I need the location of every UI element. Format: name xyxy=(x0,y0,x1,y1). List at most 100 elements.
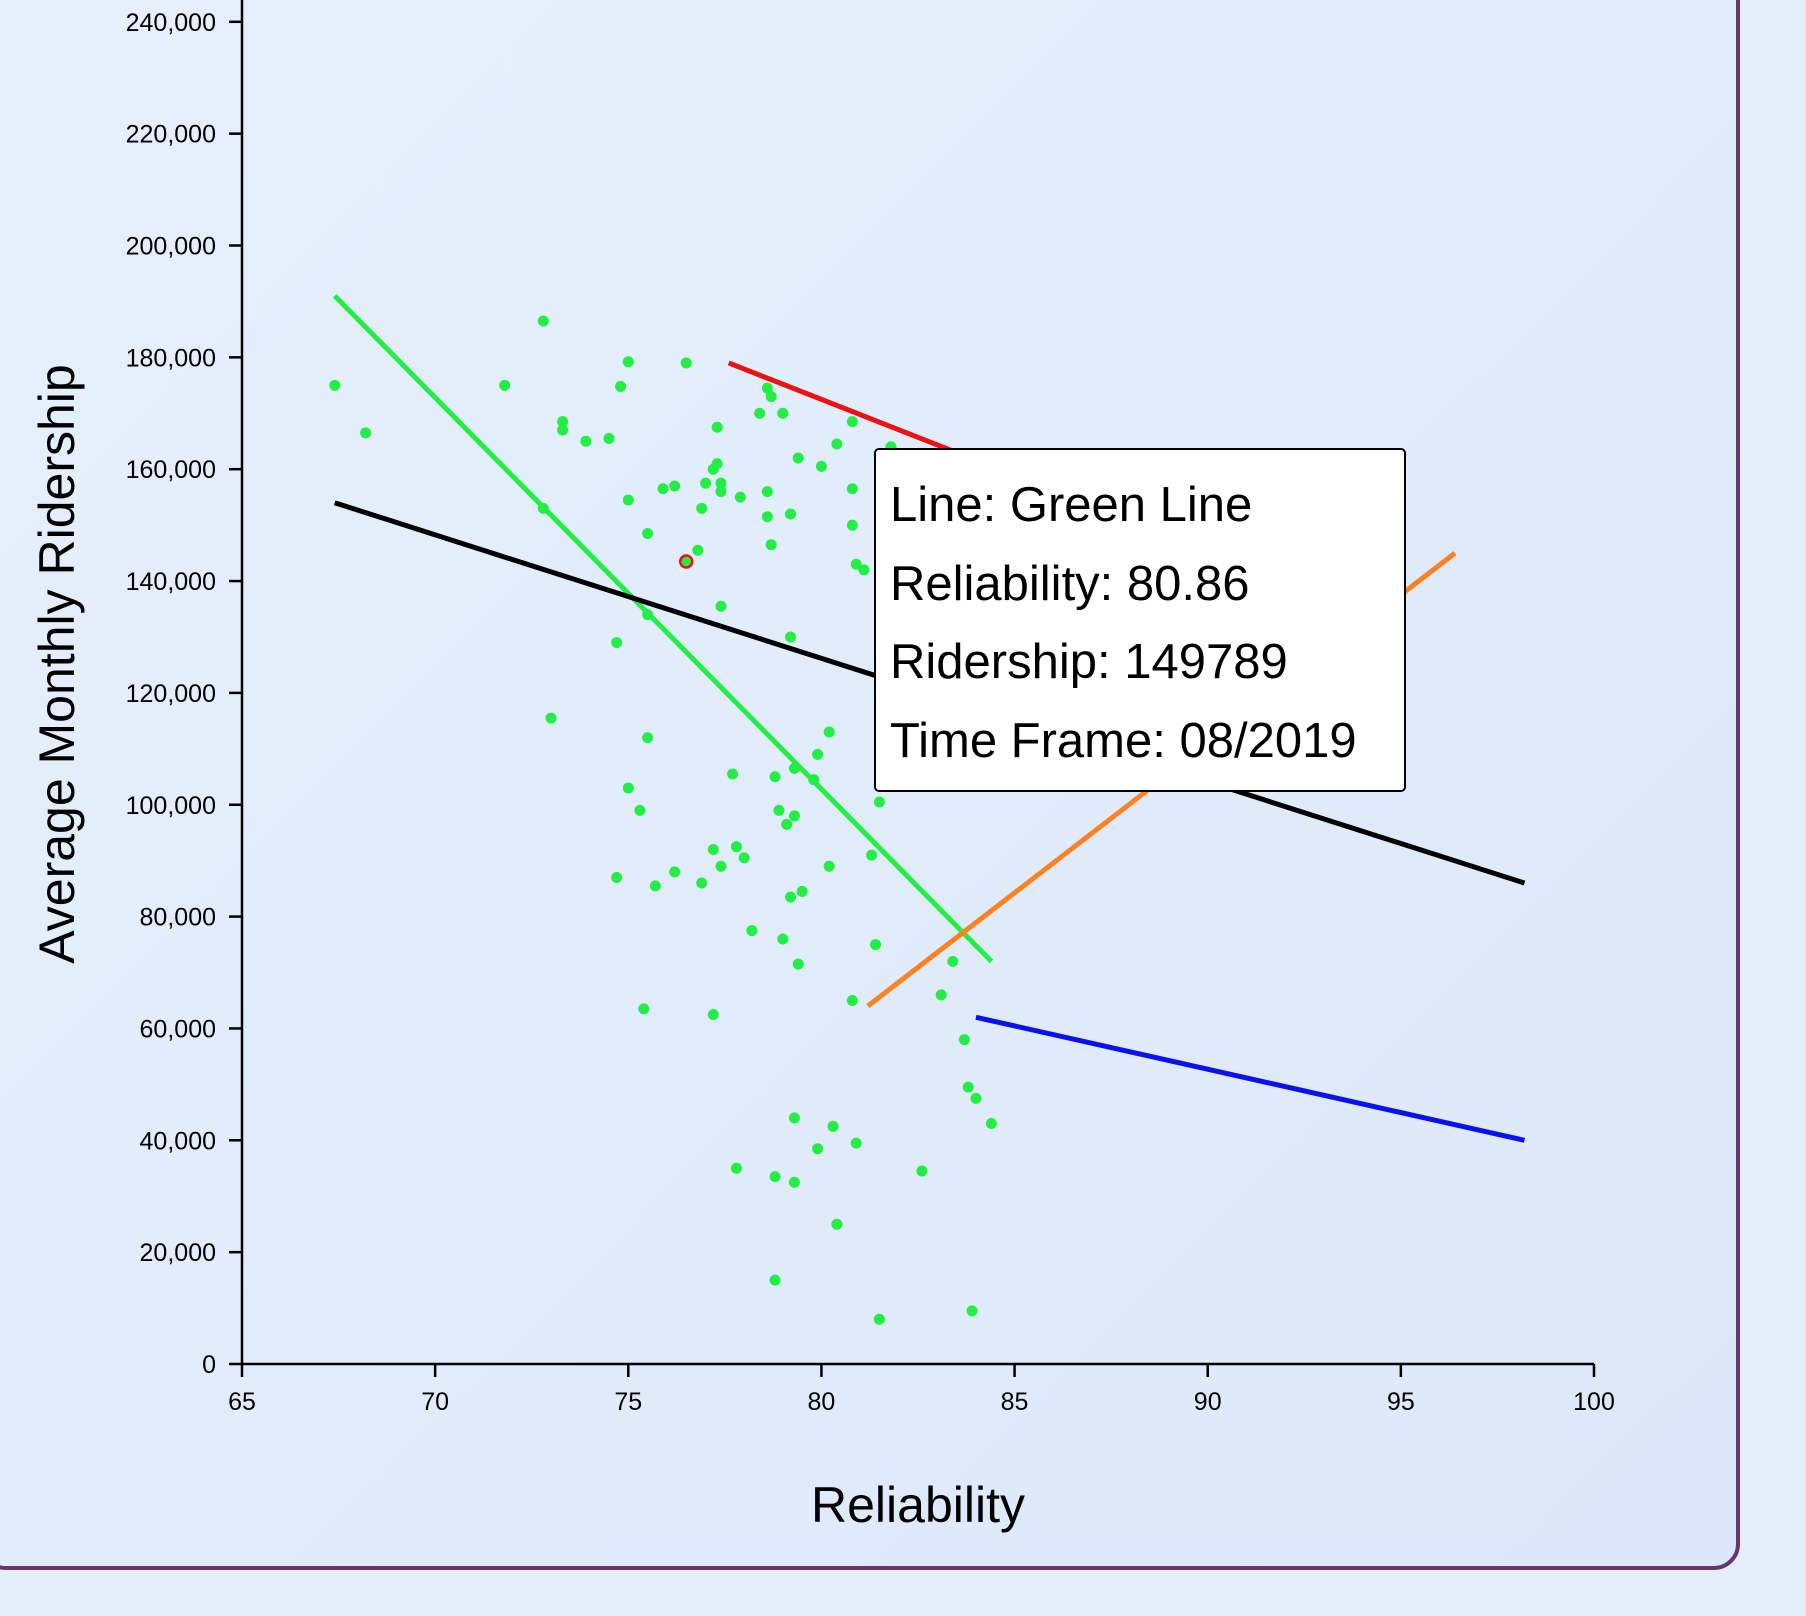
y-tick-label: 160,000 xyxy=(126,456,216,484)
data-point xyxy=(696,877,708,889)
tooltip-time-frame: Time Frame: 08/2019 xyxy=(890,713,1357,768)
data-point xyxy=(788,1176,800,1188)
data-point xyxy=(827,1120,839,1132)
data-point xyxy=(545,712,557,724)
data-point xyxy=(823,860,835,872)
data-point xyxy=(765,390,777,402)
data-point xyxy=(846,483,858,495)
data-point xyxy=(727,768,739,780)
tooltip-reliability: Reliability: 80.86 xyxy=(890,556,1250,611)
data-point xyxy=(947,955,959,967)
data-point xyxy=(537,502,549,514)
x-tick-label: 90 xyxy=(1194,1388,1222,1416)
data-point xyxy=(812,748,824,760)
data-point xyxy=(815,460,827,472)
tooltip-line: Line: Green Line xyxy=(890,478,1253,532)
data-point xyxy=(360,427,372,439)
data-point xyxy=(329,379,341,391)
trend-line xyxy=(975,1014,1526,1143)
data-point xyxy=(796,885,808,897)
data-point xyxy=(846,994,858,1006)
data-point xyxy=(850,1137,862,1149)
data-point xyxy=(769,771,781,783)
data-point xyxy=(765,539,777,551)
data-point xyxy=(707,1008,719,1020)
data-point xyxy=(696,502,708,514)
x-tick-label: 75 xyxy=(614,1388,642,1416)
data-point xyxy=(707,843,719,855)
data-point xyxy=(785,508,797,520)
data-point xyxy=(785,891,797,903)
data-point xyxy=(935,989,947,1001)
data-point xyxy=(769,1171,781,1183)
data-point xyxy=(537,315,549,327)
data-point xyxy=(831,438,843,450)
data-point xyxy=(711,421,723,433)
data-point xyxy=(603,432,615,444)
data-point xyxy=(812,1143,824,1155)
data-point xyxy=(966,1305,978,1317)
data-point xyxy=(557,416,569,428)
data-point xyxy=(788,1112,800,1124)
data-point xyxy=(730,1162,742,1174)
x-tick-label: 85 xyxy=(1001,1388,1029,1416)
y-tick-label: 20,000 xyxy=(140,1239,216,1267)
data-point xyxy=(788,810,800,822)
data-point xyxy=(700,477,712,489)
data-point xyxy=(769,1274,781,1286)
data-point xyxy=(962,1081,974,1093)
data-point xyxy=(754,407,766,419)
x-tick-label: 65 xyxy=(228,1388,256,1416)
data-point xyxy=(738,852,750,864)
data-point xyxy=(831,1218,843,1230)
data-point xyxy=(642,528,654,540)
data-point xyxy=(846,416,858,428)
data-point xyxy=(870,939,882,951)
data-point xyxy=(622,356,634,368)
data-point xyxy=(773,804,785,816)
data-point xyxy=(761,382,773,394)
y-tick-label: 180,000 xyxy=(126,344,216,372)
data-point xyxy=(970,1092,982,1104)
data-point xyxy=(715,486,727,498)
data-point xyxy=(873,1313,885,1325)
data-point xyxy=(761,511,773,523)
data-point xyxy=(777,933,789,945)
data-point xyxy=(499,379,511,391)
highlighted-data-point xyxy=(678,554,694,569)
x-tick-label: 70 xyxy=(421,1388,449,1416)
data-point xyxy=(669,480,681,492)
data-point xyxy=(792,958,804,970)
trend-line xyxy=(332,294,994,964)
y-tick-label: 220,000 xyxy=(126,121,216,149)
data-point xyxy=(916,1165,928,1177)
y-axis-title: Average Monthly Ridership xyxy=(29,364,85,963)
data-point xyxy=(638,1003,650,1015)
data-point xyxy=(711,458,723,470)
data-point xyxy=(642,609,654,621)
data-point xyxy=(734,491,746,503)
data-point xyxy=(761,486,773,498)
data-point xyxy=(611,637,623,649)
data-point xyxy=(858,564,870,576)
data-point xyxy=(792,452,804,464)
x-tick-label: 95 xyxy=(1387,1388,1415,1416)
y-tick-label: 140,000 xyxy=(126,568,216,596)
x-tick-label: 80 xyxy=(808,1388,836,1416)
data-point xyxy=(788,762,800,774)
data-point xyxy=(785,631,797,643)
data-point xyxy=(622,782,634,794)
data-point xyxy=(580,435,592,447)
y-tick-label: 80,000 xyxy=(140,904,216,932)
y-tick-label: 40,000 xyxy=(140,1127,216,1155)
data-point xyxy=(958,1034,970,1046)
y-tick-label: 200,000 xyxy=(126,233,216,261)
axes xyxy=(240,0,1594,1366)
data-point xyxy=(611,871,623,883)
point-group xyxy=(329,315,997,1325)
data-point xyxy=(781,818,793,830)
data-point xyxy=(634,804,646,816)
data-point xyxy=(649,880,661,892)
data-point xyxy=(850,558,862,570)
